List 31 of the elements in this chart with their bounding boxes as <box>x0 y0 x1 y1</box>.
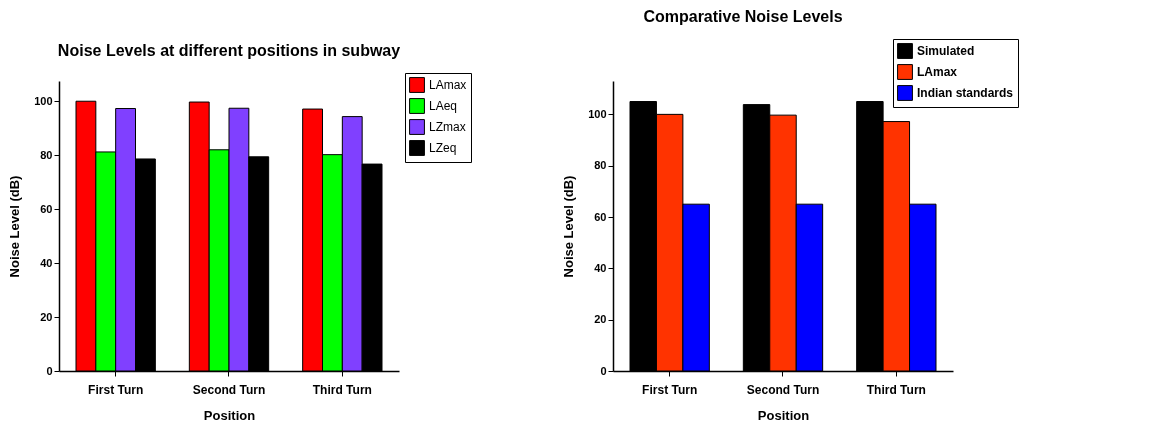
y-tick-label: 60 <box>594 210 607 223</box>
legend-label: LAmax <box>917 65 958 79</box>
y-tick-label: 40 <box>594 261 607 274</box>
y-tick-label: 20 <box>40 310 53 323</box>
legend-label: LAmax <box>429 78 467 92</box>
x-tick-label: Second Turn <box>746 382 820 397</box>
x-axis-title: Position <box>203 407 256 423</box>
chart-title: Comparative Noise Levels <box>643 7 843 25</box>
y-tick-label: 100 <box>588 107 607 120</box>
legend-label: LZeq <box>429 141 457 155</box>
y-tick-label: 100 <box>34 94 53 107</box>
legend-label: Indian standards <box>917 86 1014 100</box>
legend-label: LAeq <box>429 99 458 113</box>
x-tick-label: Third Turn <box>312 382 372 397</box>
y-tick-label: 80 <box>40 148 53 161</box>
y-axis-title: Noise Level (dB) <box>7 175 23 278</box>
x-tick-label: First Turn <box>642 382 698 397</box>
x-tick-label: First Turn <box>88 382 144 397</box>
x-tick-label: Second Turn <box>192 382 266 397</box>
y-tick-label: 20 <box>594 313 607 326</box>
y-tick-label: 40 <box>40 256 53 269</box>
chart-title: Noise Levels at different positions in subway <box>57 41 401 59</box>
legend-label: LZmax <box>429 120 466 134</box>
y-tick-label: 0 <box>600 364 607 377</box>
y-axis-title: Noise Level (dB) <box>561 175 577 278</box>
y-tick-label: 80 <box>594 159 607 172</box>
legend-label: Simulated <box>917 44 975 58</box>
y-tick-label: 0 <box>46 364 53 377</box>
y-tick-label: 60 <box>40 202 53 215</box>
x-tick-label: Third Turn <box>866 382 926 397</box>
x-axis-title: Position <box>757 407 810 423</box>
